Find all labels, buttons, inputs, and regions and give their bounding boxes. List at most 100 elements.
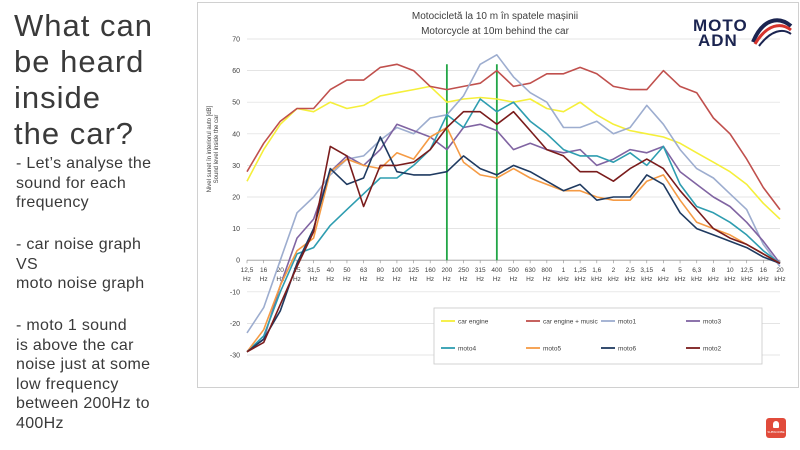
- y-tick-label: 70: [232, 37, 240, 44]
- x-tick-label: 315: [475, 267, 486, 274]
- logo-text-adn: ADN: [698, 31, 738, 50]
- x-tick-unit: kHz: [558, 276, 569, 283]
- legend-label: car engine: [458, 318, 489, 325]
- series-line-moto6: [246, 136, 781, 353]
- bullet-compare: - car noise graph VS moto noise graph: [16, 236, 145, 292]
- x-tick-unit: kHz: [741, 276, 752, 283]
- series-line-moto5: [246, 126, 781, 353]
- x-tick-label: 50: [343, 267, 351, 274]
- legend-label: moto1: [618, 318, 636, 325]
- x-tick-unit: Hz: [526, 276, 534, 283]
- bullet-moto1: - moto 1 sound is above the car noise ju…: [16, 317, 151, 432]
- left-text-panel: What can be heard inside the car? - Let’…: [0, 0, 196, 450]
- line-chart: Motocicletă la 10 m în spatele mașinii M…: [207, 11, 786, 365]
- series-lines: [246, 53, 781, 353]
- x-tick-label: 63: [360, 267, 368, 274]
- x-tick-label: 31,5: [307, 267, 320, 274]
- subscribe-button[interactable]: SUBSCRIBE: [766, 418, 786, 438]
- series-line-moto3: [246, 123, 781, 353]
- chart-subtitle: Motorcycle at 10m behind the car: [421, 26, 570, 37]
- legend-label: moto2: [703, 345, 721, 352]
- x-tick-unit: kHz: [624, 276, 635, 283]
- x-tick-unit: Hz: [376, 276, 384, 283]
- legend-label: moto3: [703, 318, 721, 325]
- bell-icon: [773, 421, 779, 428]
- y-tick-label: -10: [230, 289, 240, 296]
- x-tick-unit: Hz: [343, 276, 351, 283]
- x-tick-label: 5: [678, 267, 682, 274]
- legend-label: car engine + music: [543, 318, 598, 325]
- y-axis-ticks: -30 -20 -10 0 10 20 30 40 50 60 70: [230, 37, 240, 360]
- x-tick-unit: Hz: [476, 276, 484, 283]
- x-tick-label: 200: [441, 267, 452, 274]
- x-tick-label: 800: [541, 267, 552, 274]
- x-tick-unit: kHz: [674, 276, 685, 283]
- x-tick-unit: Hz: [410, 276, 418, 283]
- chart-panel: Motocicletă la 10 m în spatele mașinii M…: [197, 2, 799, 388]
- y-tick-label: -30: [230, 353, 240, 360]
- y-tick-label: 10: [232, 226, 240, 233]
- x-tick-label: 6,3: [692, 267, 701, 274]
- x-tick-label: 2,5: [626, 267, 635, 274]
- x-tick-unit: kHz: [724, 276, 735, 283]
- x-tick-unit: Hz: [310, 276, 318, 283]
- y-tick-label: 20: [232, 195, 240, 202]
- x-tick-label: 160: [425, 267, 436, 274]
- headline: What can be heard inside the car?: [14, 8, 153, 151]
- bullet-analyse: - Let’s analyse the sound for each frequ…: [16, 155, 152, 211]
- series-line-moto1: [246, 53, 781, 334]
- x-tick-unit: Hz: [460, 276, 468, 283]
- x-tick-unit: kHz: [641, 276, 652, 283]
- x-tick-label: 4: [662, 267, 666, 274]
- x-tick-label: 630: [525, 267, 536, 274]
- x-tick-label: 500: [508, 267, 519, 274]
- x-tick-label: 10: [726, 267, 734, 274]
- x-tick-label: 20: [776, 267, 784, 274]
- y-tick-label: 60: [232, 68, 240, 75]
- x-tick-label: 40: [327, 267, 335, 274]
- x-tick-label: 2: [612, 267, 616, 274]
- x-tick-unit: kHz: [691, 276, 702, 283]
- series-line-car-engine-music: [246, 63, 781, 211]
- legend-label: moto6: [618, 345, 636, 352]
- y-tick-label: 40: [232, 131, 240, 138]
- x-tick-unit: kHz: [608, 276, 619, 283]
- legend-label: moto4: [458, 345, 476, 352]
- x-tick-unit: Hz: [276, 276, 284, 283]
- moto-adn-logo: MOTO ADN: [693, 16, 793, 50]
- x-tick-unit: Hz: [443, 276, 451, 283]
- x-tick-label: 25: [293, 267, 301, 274]
- x-tick-unit: Hz: [326, 276, 334, 283]
- x-tick-unit: Hz: [426, 276, 434, 283]
- series-line-moto2: [246, 110, 781, 353]
- x-tick-unit: kHz: [591, 276, 602, 283]
- x-tick-unit: Hz: [293, 276, 301, 283]
- x-tick-unit: kHz: [575, 276, 586, 283]
- y-tick-label: 0: [236, 258, 240, 265]
- x-tick-unit: kHz: [774, 276, 785, 283]
- x-tick-label: 250: [458, 267, 469, 274]
- x-tick-unit: Hz: [543, 276, 551, 283]
- subscribe-label: SUBSCRIBE: [767, 430, 785, 434]
- x-tick-unit: Hz: [360, 276, 368, 283]
- logo-text-moto: MOTO: [693, 16, 748, 35]
- x-tick-label: 1,6: [592, 267, 601, 274]
- legend: car engine car engine + music moto1 moto3 mo…: [433, 307, 763, 365]
- x-tick-label: 125: [408, 267, 419, 274]
- x-tick-label: 3,15: [640, 267, 653, 274]
- x-tick-unit: Hz: [243, 276, 251, 283]
- x-tick-label: 20: [277, 267, 285, 274]
- x-axis-ticks: 12,5Hz16Hz20Hz25Hz31,5Hz40Hz50Hz63Hz80Hz…: [241, 260, 786, 283]
- x-tick-unit: Hz: [260, 276, 268, 283]
- x-tick-unit: Hz: [510, 276, 518, 283]
- legend-box: [433, 307, 763, 365]
- y-axis-label: Nivel sunet în interiorul auto [dB]: [207, 105, 213, 192]
- y-tick-label: 50: [232, 100, 240, 107]
- x-tick-label: 80: [377, 267, 385, 274]
- x-tick-label: 1,25: [574, 267, 587, 274]
- y-tick-label: -20: [230, 321, 240, 328]
- logo-swoosh-icon: [751, 18, 793, 47]
- x-tick-label: 8: [712, 267, 716, 274]
- x-tick-unit: kHz: [758, 276, 769, 283]
- legend-label: moto5: [543, 345, 561, 352]
